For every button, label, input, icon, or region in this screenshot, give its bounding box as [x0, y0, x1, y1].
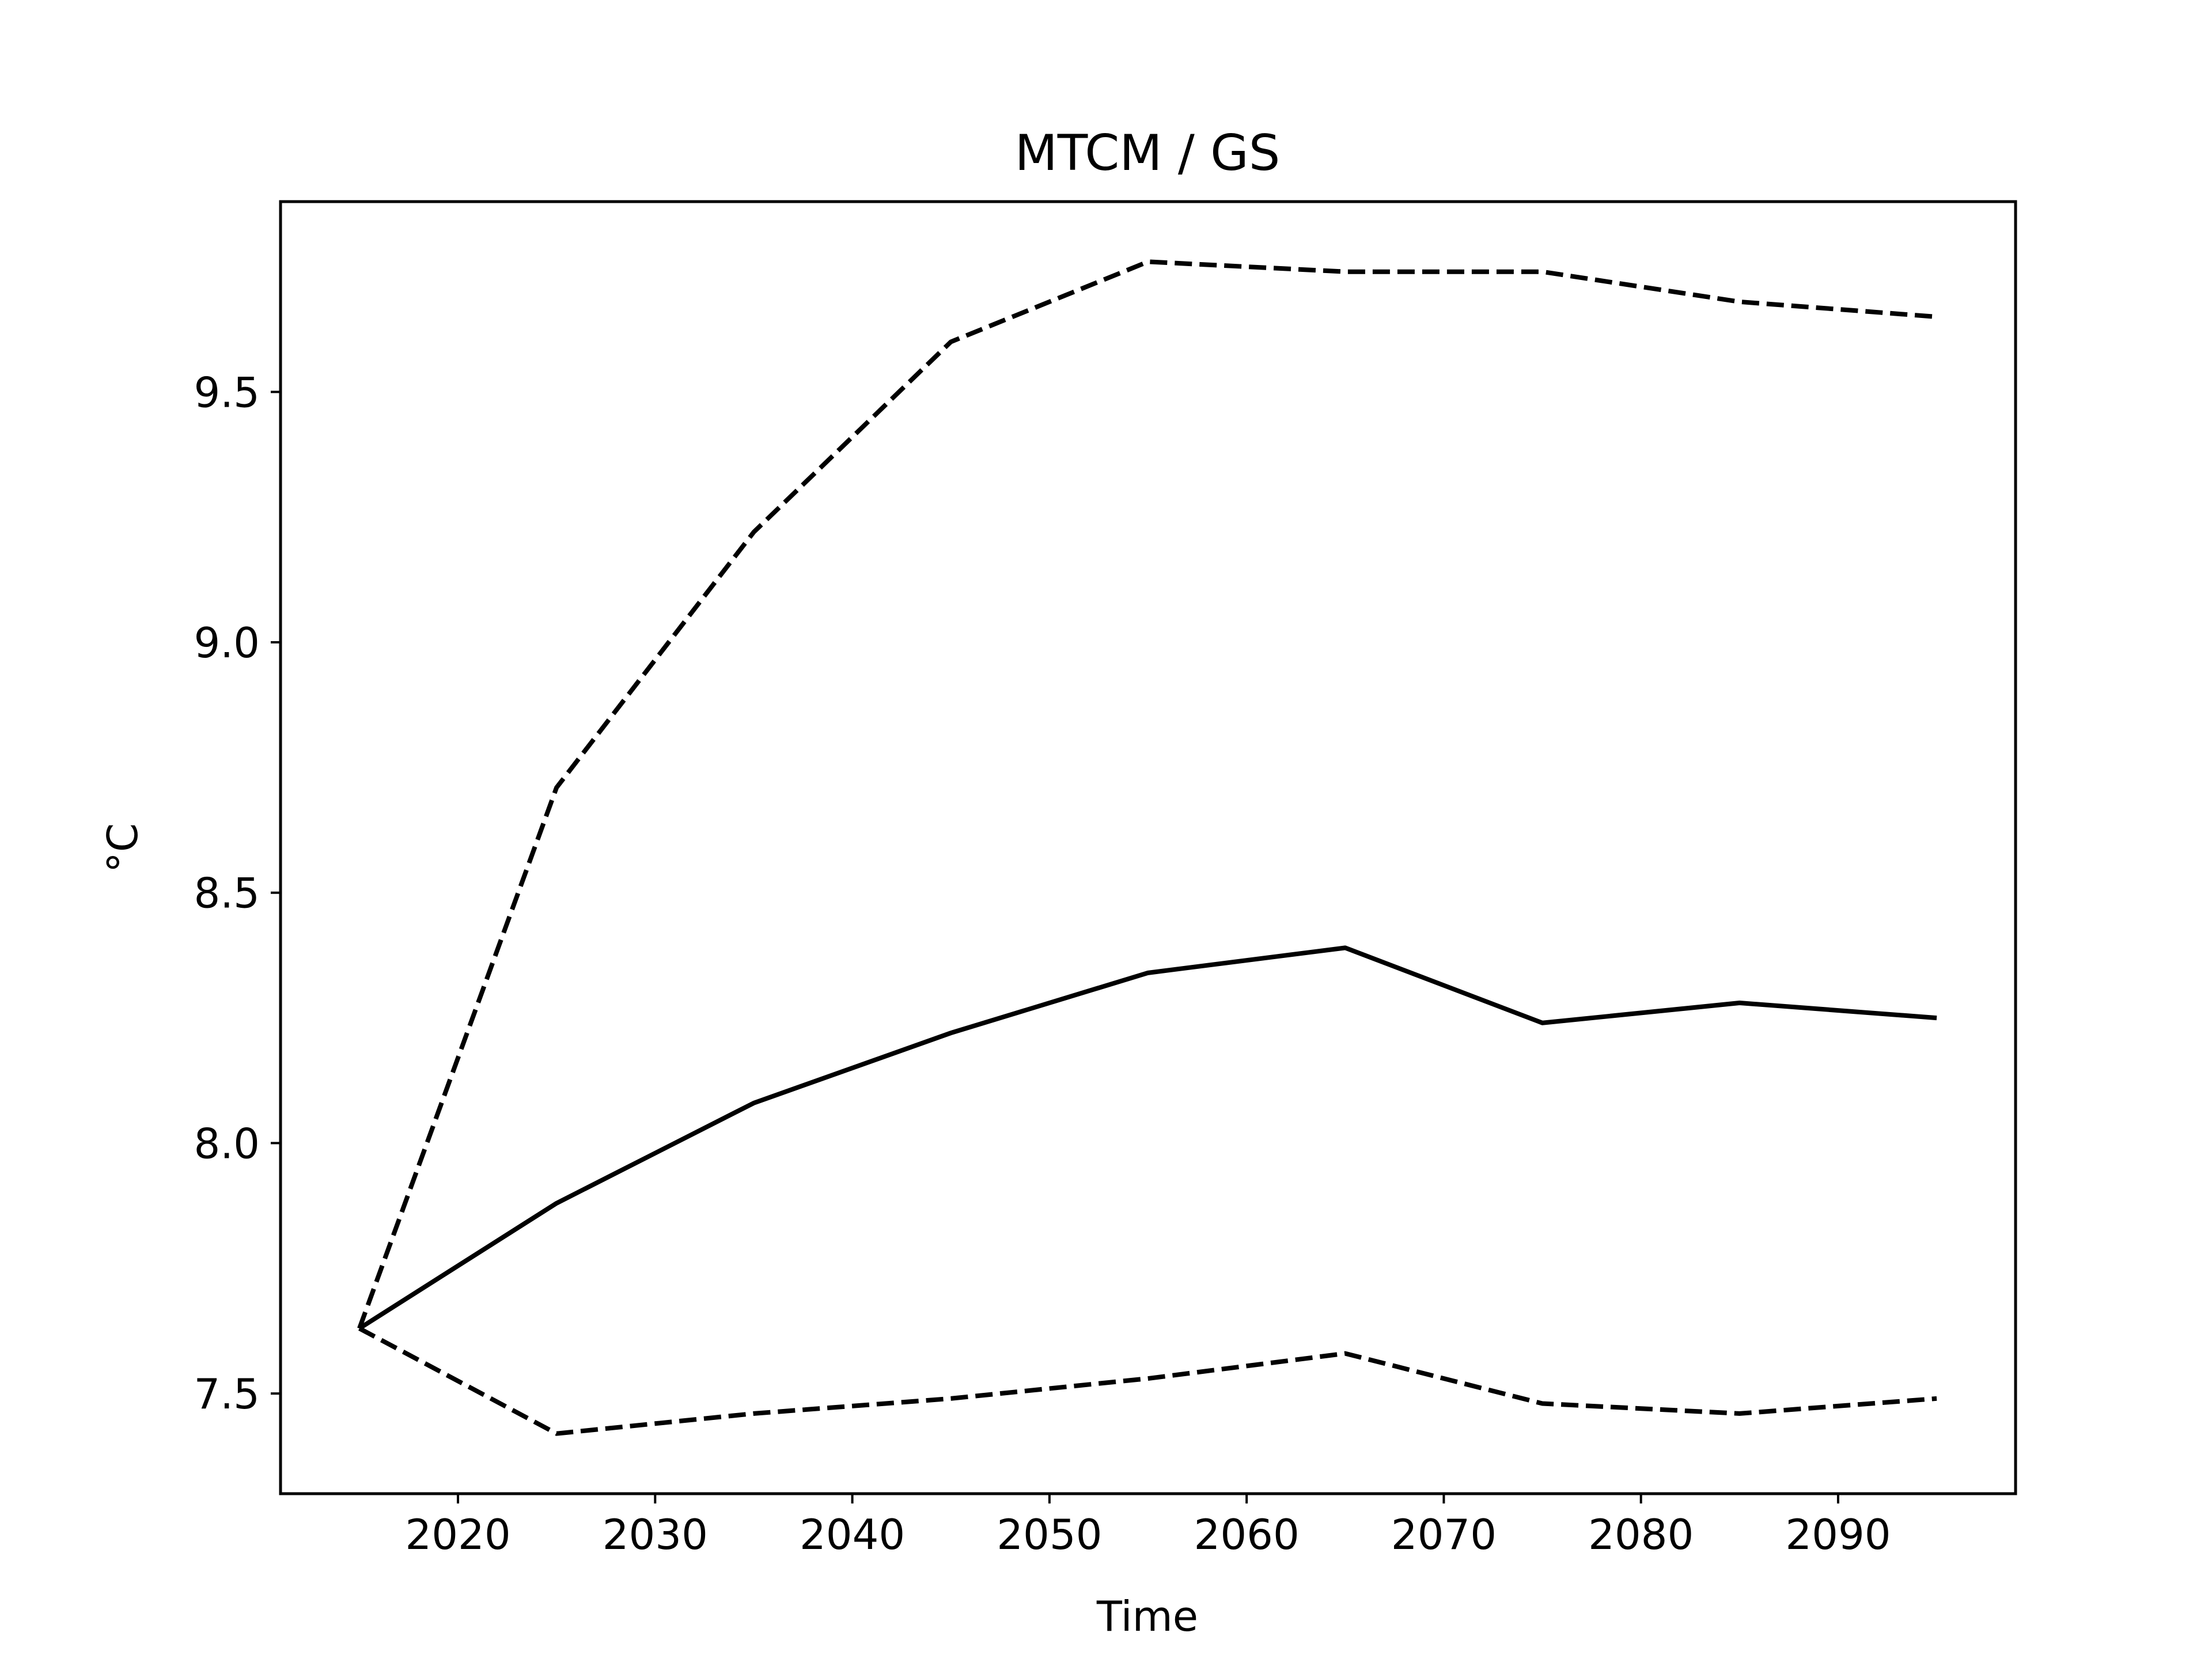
- x-tick-label: 2070: [1391, 1510, 1497, 1559]
- y-tick-label: 9.5: [194, 368, 260, 416]
- x-tick-label: 2030: [603, 1510, 708, 1559]
- series-line-dashed-0: [357, 259, 1937, 1330]
- y-tick-label: 7.5: [194, 1370, 260, 1418]
- y-tick-label: 8.0: [194, 1119, 260, 1168]
- y-tick-label: 8.5: [194, 869, 260, 918]
- x-tick-label: 2040: [800, 1510, 905, 1559]
- x-tick-label: 2020: [405, 1510, 510, 1559]
- x-axis-ticks: 2020 2030 2040 2050 2060 2070 2080 2090: [405, 1494, 1891, 1559]
- plot-frame: [279, 200, 2017, 1495]
- x-tick-label: 2090: [1785, 1510, 1891, 1559]
- series-line-solid-1: [358, 945, 1937, 1331]
- y-tick-label: 9.0: [194, 619, 260, 667]
- chart-title: MTCM / GS: [1015, 124, 1281, 182]
- y-axis-label: °C: [99, 823, 147, 873]
- x-tick-label: 2060: [1194, 1510, 1300, 1559]
- series-layer: [357, 259, 1937, 1436]
- y-axis-ticks: 7.5 8.0 8.5 9.0 9.5: [194, 368, 281, 1418]
- x-axis-label: Time: [1096, 1592, 1198, 1641]
- series-line-dashed-2: [358, 1326, 1937, 1436]
- x-tick-label: 2050: [997, 1510, 1102, 1559]
- x-tick-label: 2080: [1588, 1510, 1694, 1559]
